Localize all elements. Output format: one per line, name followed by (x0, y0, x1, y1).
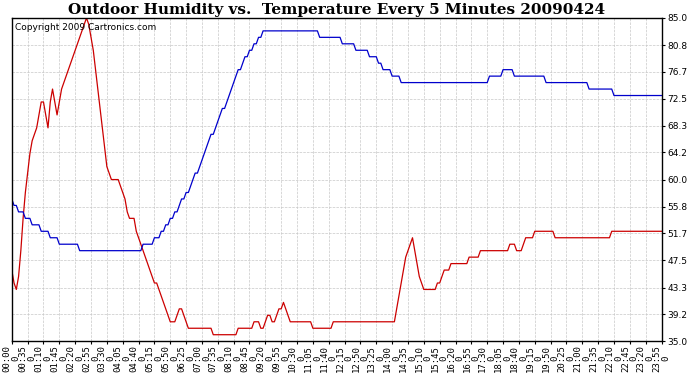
Text: Copyright 2009 Cartronics.com: Copyright 2009 Cartronics.com (15, 23, 156, 32)
Title: Outdoor Humidity vs.  Temperature Every 5 Minutes 20090424: Outdoor Humidity vs. Temperature Every 5… (68, 3, 605, 17)
